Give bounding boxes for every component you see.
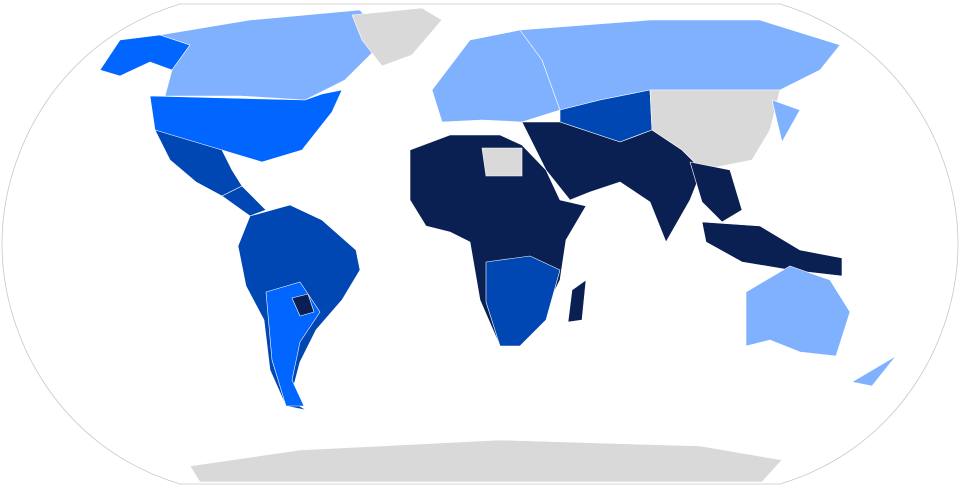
region-middle-east-south-asia bbox=[521, 121, 703, 243]
region-canada bbox=[159, 9, 386, 101]
region-new-zealand bbox=[851, 355, 897, 387]
region-greenland bbox=[351, 7, 443, 67]
region-central-america bbox=[221, 185, 267, 217]
region-madagascar bbox=[567, 279, 587, 323]
region-antarctica bbox=[189, 439, 783, 483]
map-outline bbox=[1, 3, 959, 485]
region-australia bbox=[745, 265, 851, 357]
region-southeast-asia bbox=[689, 161, 743, 223]
region-indonesia bbox=[701, 221, 843, 277]
region-japan bbox=[771, 99, 801, 143]
region-paraguay bbox=[291, 293, 315, 317]
region-libya bbox=[481, 147, 523, 177]
region-southern-africa bbox=[485, 255, 561, 347]
